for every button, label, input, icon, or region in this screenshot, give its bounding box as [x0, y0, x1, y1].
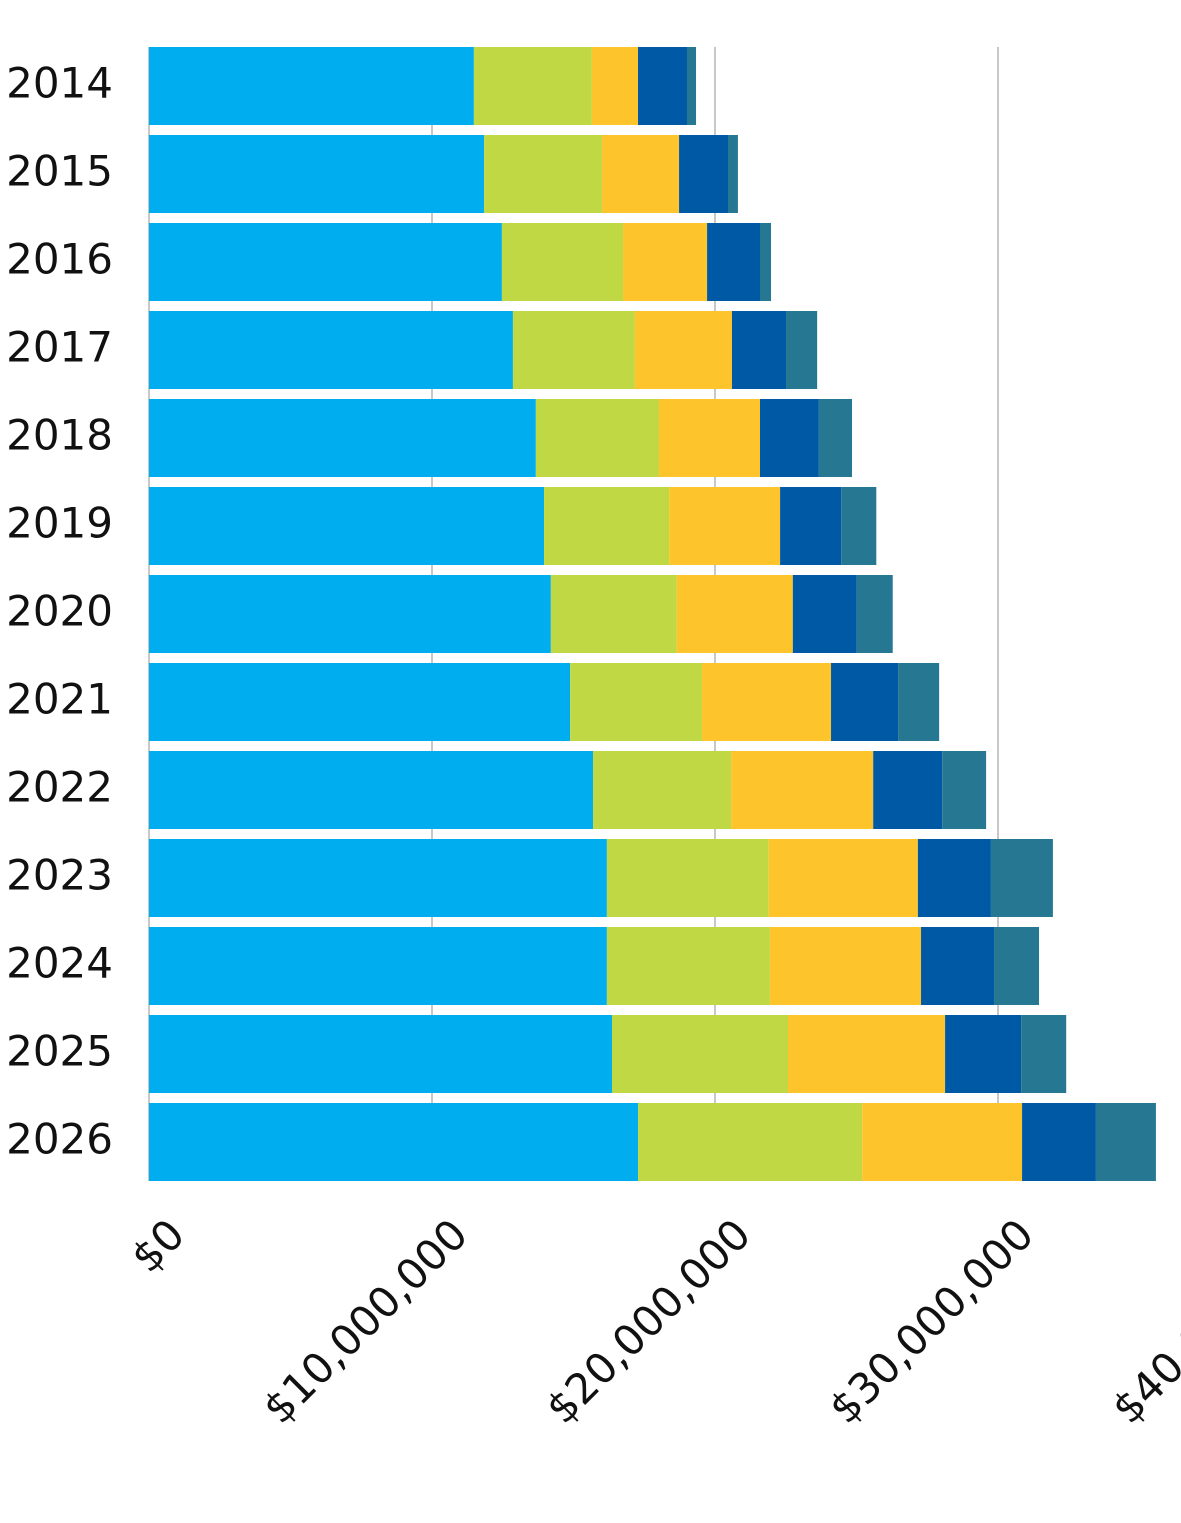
bar-segment [602, 135, 680, 213]
bar-segment [792, 575, 857, 653]
bar-segment [898, 663, 940, 741]
bar-segment [862, 1103, 1023, 1181]
bar-segment [149, 223, 502, 301]
bar-segment [611, 1015, 789, 1093]
bar-segment [535, 399, 659, 477]
bar-segment [501, 223, 624, 301]
bar-segment [731, 311, 787, 389]
bar-segment [769, 927, 922, 1005]
bar-segment [606, 927, 770, 1005]
bar-segment [831, 663, 899, 741]
bar-segment [591, 47, 639, 125]
y-tick-label: 2017 [6, 323, 113, 372]
y-tick-label: 2021 [6, 675, 113, 724]
bar-segment [149, 839, 607, 917]
y-tick-label: 2019 [6, 499, 113, 548]
y-tick-label: 2023 [6, 851, 113, 900]
bar-segment [149, 663, 571, 741]
bar-segment [149, 135, 485, 213]
bar-segment [1095, 1103, 1156, 1181]
bar-segment [1021, 1015, 1067, 1093]
bar-segment [550, 575, 677, 653]
bar-segment [638, 47, 687, 125]
bar-segment [942, 751, 987, 829]
bar-segment [818, 399, 852, 477]
bar-segment [841, 487, 877, 565]
bar-segment [484, 135, 603, 213]
bar-segment [679, 135, 729, 213]
y-tick-label: 2020 [6, 587, 113, 636]
bar-segment [945, 1015, 1022, 1093]
bar-segment [149, 1103, 639, 1181]
bar-segment [990, 839, 1053, 917]
bar-segment [623, 223, 708, 301]
bar-segment [149, 1015, 612, 1093]
bar-segment [149, 487, 545, 565]
bar-segment [786, 311, 818, 389]
bar-segment [669, 487, 781, 565]
bar-segment [780, 487, 842, 565]
bar-segment [638, 1103, 863, 1181]
bar-segment [994, 927, 1040, 1005]
bar-segment [149, 399, 536, 477]
bar-segment [512, 311, 635, 389]
bar-segment [149, 575, 551, 653]
x-tick-label: $0 [122, 1209, 194, 1281]
bar-segment [921, 927, 995, 1005]
bar-segment [707, 223, 760, 301]
y-tick-label: 2026 [6, 1115, 113, 1164]
bar-segment [768, 839, 918, 917]
bar-segment [1022, 1103, 1096, 1181]
bar-segment [149, 311, 513, 389]
bar-segment [658, 399, 760, 477]
bar-segment [149, 751, 594, 829]
bar-segment [593, 751, 732, 829]
y-tick-label: 2025 [6, 1027, 113, 1076]
bar-segment [676, 575, 793, 653]
bar-segment [570, 663, 702, 741]
bar-segment [606, 839, 769, 917]
bar-segment [701, 663, 832, 741]
y-tick-label: 2022 [6, 763, 113, 812]
y-tick-label: 2018 [6, 411, 113, 460]
x-tick-label: $30,000,000 [820, 1209, 1044, 1433]
bar-segment [686, 47, 697, 125]
bar-segment [788, 1015, 946, 1093]
bar-segment [759, 399, 819, 477]
x-tick-label: $10,000,000 [254, 1209, 478, 1433]
bar-segment [759, 223, 772, 301]
x-tick-label: $20,000,000 [537, 1209, 761, 1433]
bar-segment [728, 135, 738, 213]
bar-segment [634, 311, 732, 389]
x-tick-label: $40,000,000 [1103, 1209, 1181, 1433]
bar-segment [917, 839, 991, 917]
y-tick-label: 2014 [6, 59, 113, 108]
y-tick-label: 2016 [6, 235, 113, 284]
bar-segment [856, 575, 893, 653]
bar-segment [731, 751, 874, 829]
bar-segment [544, 487, 670, 565]
bar-segment [473, 47, 592, 125]
bar-segment [149, 927, 607, 1005]
bar-segment [149, 47, 474, 125]
y-tick-label: 2015 [6, 147, 113, 196]
bar-segment [873, 751, 943, 829]
y-tick-label: 2024 [6, 939, 113, 988]
